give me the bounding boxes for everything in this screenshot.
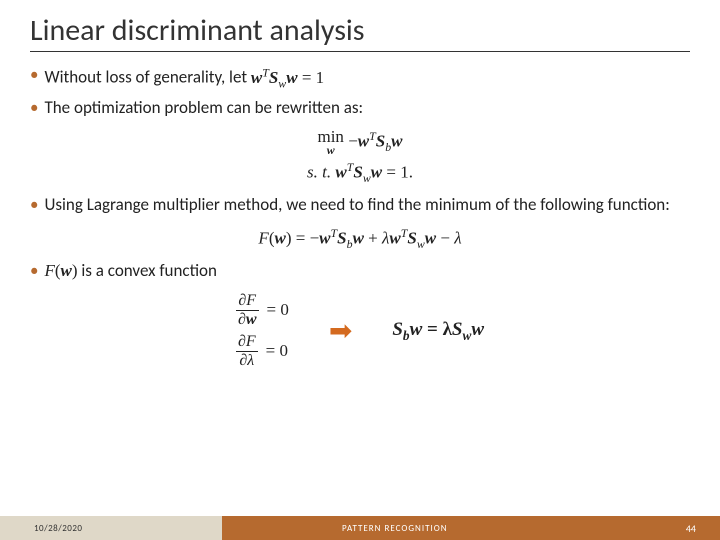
footer-page-number: 44 [686,522,696,535]
slide-title: Linear discriminant analysis [30,12,690,52]
slide-footer: 10/28/2020 PATTERN RECOGNITION 44 [0,516,720,540]
partial-w: ∂F ∂w = 0 [236,293,289,328]
result-equation: Sbw = λSww [392,317,484,345]
equation-line: min w −wTSbw [30,128,690,157]
text: Without loss of generality, let [44,67,250,88]
equation-block-lagrangian: F(w) = −wTSbw + λwTSww − λ [30,225,690,252]
bullet-text: Without loss of generality, let wTSww = … [44,64,324,91]
equation-line: s. t. wTSww = 1. [30,159,690,186]
implies-arrow-icon: ➡ [329,312,352,350]
partial-lambda: ∂F ∂λ = 0 [236,334,289,369]
partial-derivatives: ∂F ∂w = 0 ∂F ∂λ = 0 [236,293,289,369]
bullet-text: Using Lagrange multiplier method, we nee… [44,194,669,217]
footer-left: 10/28/2020 [0,516,222,540]
footer-title: PATTERN RECOGNITION [342,523,448,534]
footer-date: 10/28/2020 [34,523,82,534]
equation-line: F(w) = −wTSbw + λwTSww − λ [30,225,690,252]
bullet-dot-icon: • [30,194,38,217]
slide: Linear discriminant analysis • Without l… [0,0,720,540]
bullet-dot-icon: • [30,260,38,283]
footer-right: PATTERN RECOGNITION 44 [222,516,720,540]
bullet-dot-icon: • [30,64,38,91]
inline-math: wTSww = 1 [251,68,324,87]
bullet-item: • The optimization problem can be rewrit… [30,97,690,120]
equation-row-derivation: ∂F ∂w = 0 ∂F ∂λ = 0 ➡ Sbw = λS [30,293,690,369]
bullet-item: • F(w) is a convex function [30,260,690,283]
equation-block-min: min w −wTSbw s. t. wTSww = 1. [30,128,690,186]
bullet-item: • Without loss of generality, let wTSww … [30,64,690,91]
bullet-item: • Using Lagrange multiplier method, we n… [30,194,690,217]
slide-content: • Without loss of generality, let wTSww … [30,64,690,369]
inline-math: F(w) [44,261,77,280]
bullet-text: The optimization problem can be rewritte… [44,97,363,120]
bullet-text: F(w) is a convex function [44,260,217,283]
bullet-dot-icon: • [30,97,38,120]
